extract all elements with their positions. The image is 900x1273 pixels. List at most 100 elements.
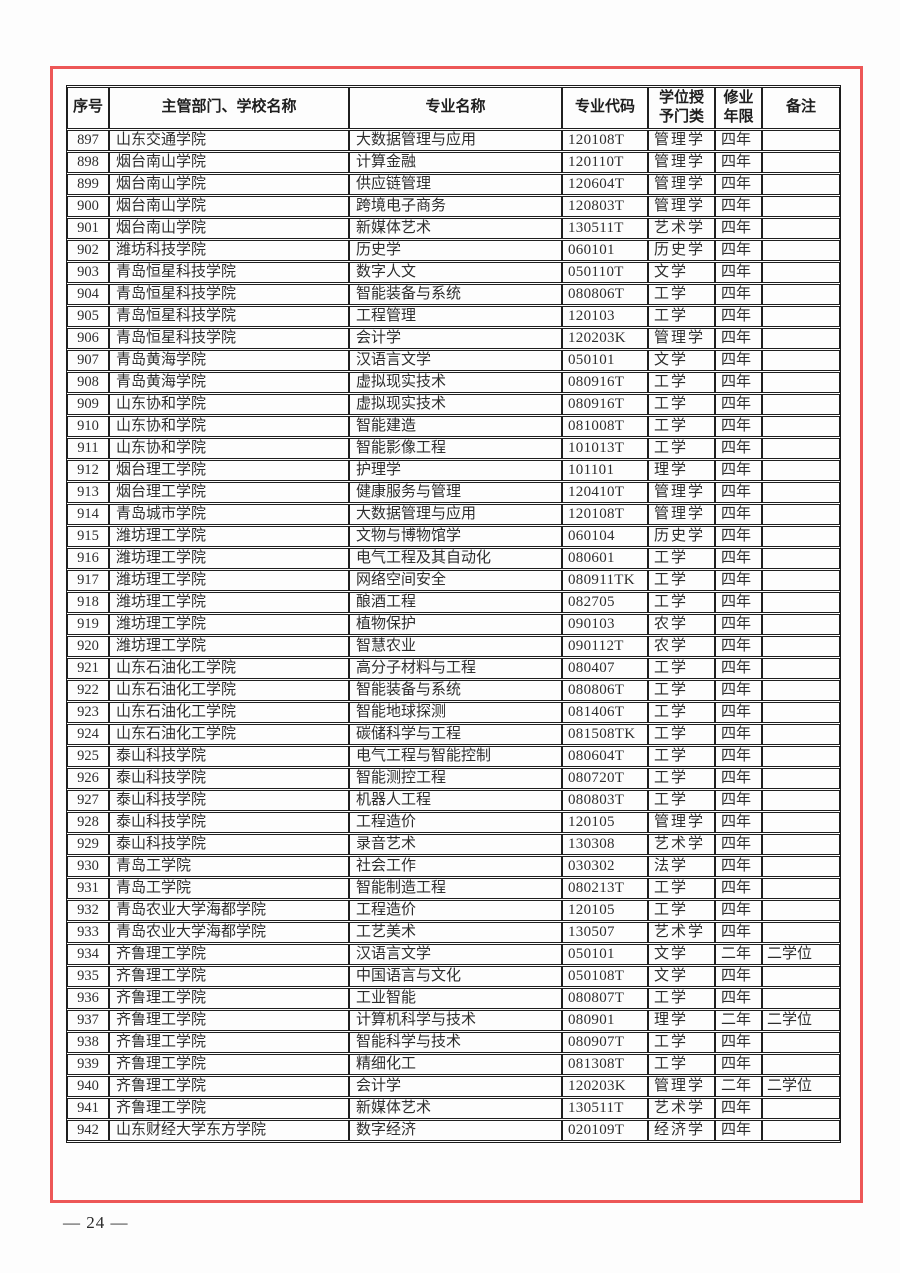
cell-index: 920 xyxy=(67,635,109,657)
cell-major: 供应链管理 xyxy=(349,173,562,195)
cell-code: 080807T xyxy=(562,987,648,1009)
cell-major: 智能科学与技术 xyxy=(349,1031,562,1053)
programs-table: 序号 主管部门、学校名称 专业名称 专业代码 学位授 予门类 修业 年限 备注 … xyxy=(66,85,841,1143)
cell-major: 智慧农业 xyxy=(349,635,562,657)
cell-note xyxy=(762,393,840,415)
cell-index: 903 xyxy=(67,261,109,283)
cell-note xyxy=(762,987,840,1009)
cell-code: 050110T xyxy=(562,261,648,283)
cell-index: 929 xyxy=(67,833,109,855)
page-number: — 24 — xyxy=(63,1213,129,1232)
cell-degree: 管理学 xyxy=(648,811,715,833)
cell-major: 虚拟现实技术 xyxy=(349,371,562,393)
cell-note xyxy=(762,239,840,261)
cell-years: 四年 xyxy=(715,283,762,305)
cell-years: 四年 xyxy=(715,789,762,811)
cell-degree: 工学 xyxy=(648,591,715,613)
cell-code: 101013T xyxy=(562,437,648,459)
cell-years: 四年 xyxy=(715,305,762,327)
cell-degree: 工学 xyxy=(648,789,715,811)
cell-major: 智能影像工程 xyxy=(349,437,562,459)
cell-note xyxy=(762,701,840,723)
cell-school: 泰山科技学院 xyxy=(109,767,349,789)
cell-degree: 农学 xyxy=(648,635,715,657)
cell-school: 烟台南山学院 xyxy=(109,173,349,195)
cell-major: 电气工程与智能控制 xyxy=(349,745,562,767)
cell-index: 905 xyxy=(67,305,109,327)
table-row: 905 青岛恒星科技学院 工程管理 120103 工学 四年 xyxy=(67,305,840,327)
table-row: 910 山东协和学院 智能建造 081008T 工学 四年 xyxy=(67,415,840,437)
cell-degree: 农学 xyxy=(648,613,715,635)
cell-degree: 工学 xyxy=(648,767,715,789)
cell-code: 120105 xyxy=(562,811,648,833)
cell-code: 050101 xyxy=(562,349,648,371)
cell-years: 四年 xyxy=(715,811,762,833)
cell-code: 120108T xyxy=(562,129,648,151)
table-row: 925 泰山科技学院 电气工程与智能控制 080604T 工学 四年 xyxy=(67,745,840,767)
cell-school: 青岛黄海学院 xyxy=(109,349,349,371)
cell-index: 900 xyxy=(67,195,109,217)
red-border-frame: 序号 主管部门、学校名称 专业名称 专业代码 学位授 予门类 修业 年限 备注 … xyxy=(50,66,863,1203)
cell-note xyxy=(762,151,840,173)
cell-degree: 文学 xyxy=(648,965,715,987)
col-header-school: 主管部门、学校名称 xyxy=(109,87,349,129)
cell-index: 938 xyxy=(67,1031,109,1053)
cell-index: 921 xyxy=(67,657,109,679)
cell-degree: 管理学 xyxy=(648,327,715,349)
cell-years: 四年 xyxy=(715,503,762,525)
cell-school: 潍坊科技学院 xyxy=(109,239,349,261)
cell-years: 四年 xyxy=(715,1053,762,1075)
cell-school: 潍坊理工学院 xyxy=(109,525,349,547)
cell-note xyxy=(762,195,840,217)
cell-school: 齐鲁理工学院 xyxy=(109,1053,349,1075)
cell-code: 120105 xyxy=(562,899,648,921)
cell-school: 青岛恒星科技学院 xyxy=(109,327,349,349)
table-row: 911 山东协和学院 智能影像工程 101013T 工学 四年 xyxy=(67,437,840,459)
cell-degree: 工学 xyxy=(648,723,715,745)
table-row: 939 齐鲁理工学院 精细化工 081308T 工学 四年 xyxy=(67,1053,840,1075)
table-row: 920 潍坊理工学院 智慧农业 090112T 农学 四年 xyxy=(67,635,840,657)
cell-major: 健康服务与管理 xyxy=(349,481,562,503)
cell-note xyxy=(762,855,840,877)
cell-years: 四年 xyxy=(715,525,762,547)
cell-years: 四年 xyxy=(715,965,762,987)
cell-index: 928 xyxy=(67,811,109,833)
cell-degree: 工学 xyxy=(648,1053,715,1075)
cell-code: 120803T xyxy=(562,195,648,217)
cell-school: 泰山科技学院 xyxy=(109,811,349,833)
cell-note xyxy=(762,921,840,943)
cell-code: 130308 xyxy=(562,833,648,855)
cell-major: 历史学 xyxy=(349,239,562,261)
cell-years: 四年 xyxy=(715,195,762,217)
cell-years: 四年 xyxy=(715,129,762,151)
cell-note xyxy=(762,525,840,547)
cell-years: 四年 xyxy=(715,899,762,921)
cell-index: 908 xyxy=(67,371,109,393)
cell-years: 四年 xyxy=(715,261,762,283)
table-row: 903 青岛恒星科技学院 数字人文 050110T 文学 四年 xyxy=(67,261,840,283)
cell-major: 精细化工 xyxy=(349,1053,562,1075)
cell-school: 泰山科技学院 xyxy=(109,833,349,855)
cell-index: 941 xyxy=(67,1097,109,1119)
cell-degree: 工学 xyxy=(648,1031,715,1053)
cell-school: 山东协和学院 xyxy=(109,415,349,437)
cell-code: 120203K xyxy=(562,1075,648,1097)
table-row: 912 烟台理工学院 护理学 101101 理学 四年 xyxy=(67,459,840,481)
cell-major: 工艺美术 xyxy=(349,921,562,943)
cell-index: 913 xyxy=(67,481,109,503)
cell-years: 四年 xyxy=(715,437,762,459)
col-header-index: 序号 xyxy=(67,87,109,129)
cell-note: 二学位 xyxy=(762,943,840,965)
cell-school: 山东协和学院 xyxy=(109,393,349,415)
cell-degree: 艺术学 xyxy=(648,833,715,855)
cell-index: 918 xyxy=(67,591,109,613)
cell-school: 青岛恒星科技学院 xyxy=(109,305,349,327)
cell-code: 080407 xyxy=(562,657,648,679)
cell-code: 081308T xyxy=(562,1053,648,1075)
cell-code: 120604T xyxy=(562,173,648,195)
cell-school: 青岛恒星科技学院 xyxy=(109,261,349,283)
cell-major: 跨境电子商务 xyxy=(349,195,562,217)
cell-degree: 工学 xyxy=(648,657,715,679)
cell-note xyxy=(762,371,840,393)
cell-school: 山东石油化工学院 xyxy=(109,657,349,679)
